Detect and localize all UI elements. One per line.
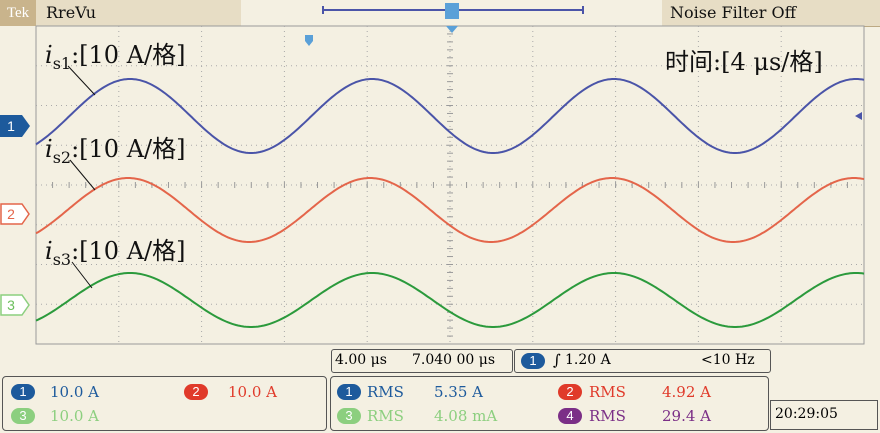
trigger-position-marker [305,35,313,46]
meas1-value: 5.35 A [434,383,483,401]
ch1-ground-marker[interactable]: 1 [0,115,30,137]
meas2-badge[interactable]: 2 [558,384,582,400]
meas2-type: RMS [589,383,626,401]
time-reference-marker [446,26,458,33]
meas3-badge[interactable]: 3 [337,408,361,424]
time-scale-label: 时间:[4 μs/格] [665,48,823,76]
ch1-marker-label: 1 [7,118,15,134]
acquisition-mode-tab[interactable]: RreVu [36,0,241,27]
ch2-marker-label: 2 [7,206,15,222]
ch3-badge[interactable]: 3 [11,408,35,424]
ch1-badge[interactable]: 1 [11,384,35,400]
trigger-readout[interactable]: 1 ∫ 1.20 A <10 Hz [514,349,771,373]
ch2-waveform [35,177,865,243]
trigger-frequency: <10 Hz [701,352,755,368]
ch3-scale: 10.0 A [50,407,99,425]
ch2-badge[interactable]: 2 [184,384,208,400]
ch2-ground-marker[interactable]: 2 [0,203,30,225]
time-per-div: 4.00 μs [335,352,387,368]
clock-time: 20:29:05 [775,406,838,422]
meas4-type: RMS [589,407,626,425]
channel-scale-panel: 1 10.0 A 2 10.0 A 3 10.0 A [2,376,327,431]
mode-label: RreVu [46,3,96,22]
trigger-slope-icon: ∫ [553,351,561,369]
measurement-panel: 1 RMS 5.35 A 2 RMS 4.92 A 3 RMS 4.08 mA … [330,376,769,431]
timebase-readout[interactable]: 4.00 μs 7.040 00 μs [331,349,513,373]
label-is2: is2:[10 A/格] [45,135,186,167]
ch3-waveform [35,272,865,328]
trigger-level-marker [855,112,862,120]
label-is1: is1:[10 A/格] [45,41,186,73]
ch3-ground-marker[interactable]: 3 [0,294,30,316]
trigger-level: 1.20 A [565,352,611,368]
meas4-value: 29.4 A [662,407,711,425]
meas3-type: RMS [367,407,404,425]
label-leader-s3 [71,261,93,289]
time-position: 7.040 00 μs [412,352,496,368]
noise-filter-label: Noise Filter Off [670,3,796,22]
brand-tab: Tek [0,0,36,26]
label-is3: is3:[10 A/格] [45,237,186,269]
graticule-gridlines [35,25,865,345]
meas3-value: 4.08 mA [434,407,498,425]
meas1-type: RMS [367,383,404,401]
meas2-value: 4.92 A [662,383,711,401]
ch3-marker-label: 3 [7,297,15,313]
meas1-badge[interactable]: 1 [337,384,361,400]
meas4-badge[interactable]: 4 [558,408,582,424]
ch2-scale: 10.0 A [228,383,277,401]
ch1-scale: 10.0 A [50,383,99,401]
record-position-indicator [322,3,584,19]
label-leader-s2 [69,159,96,191]
trigger-source-badge: 1 [521,353,545,369]
clock-readout: 20:29:05 [770,400,878,430]
label-leader-s1 [67,65,96,96]
ch1-waveform [35,78,865,154]
